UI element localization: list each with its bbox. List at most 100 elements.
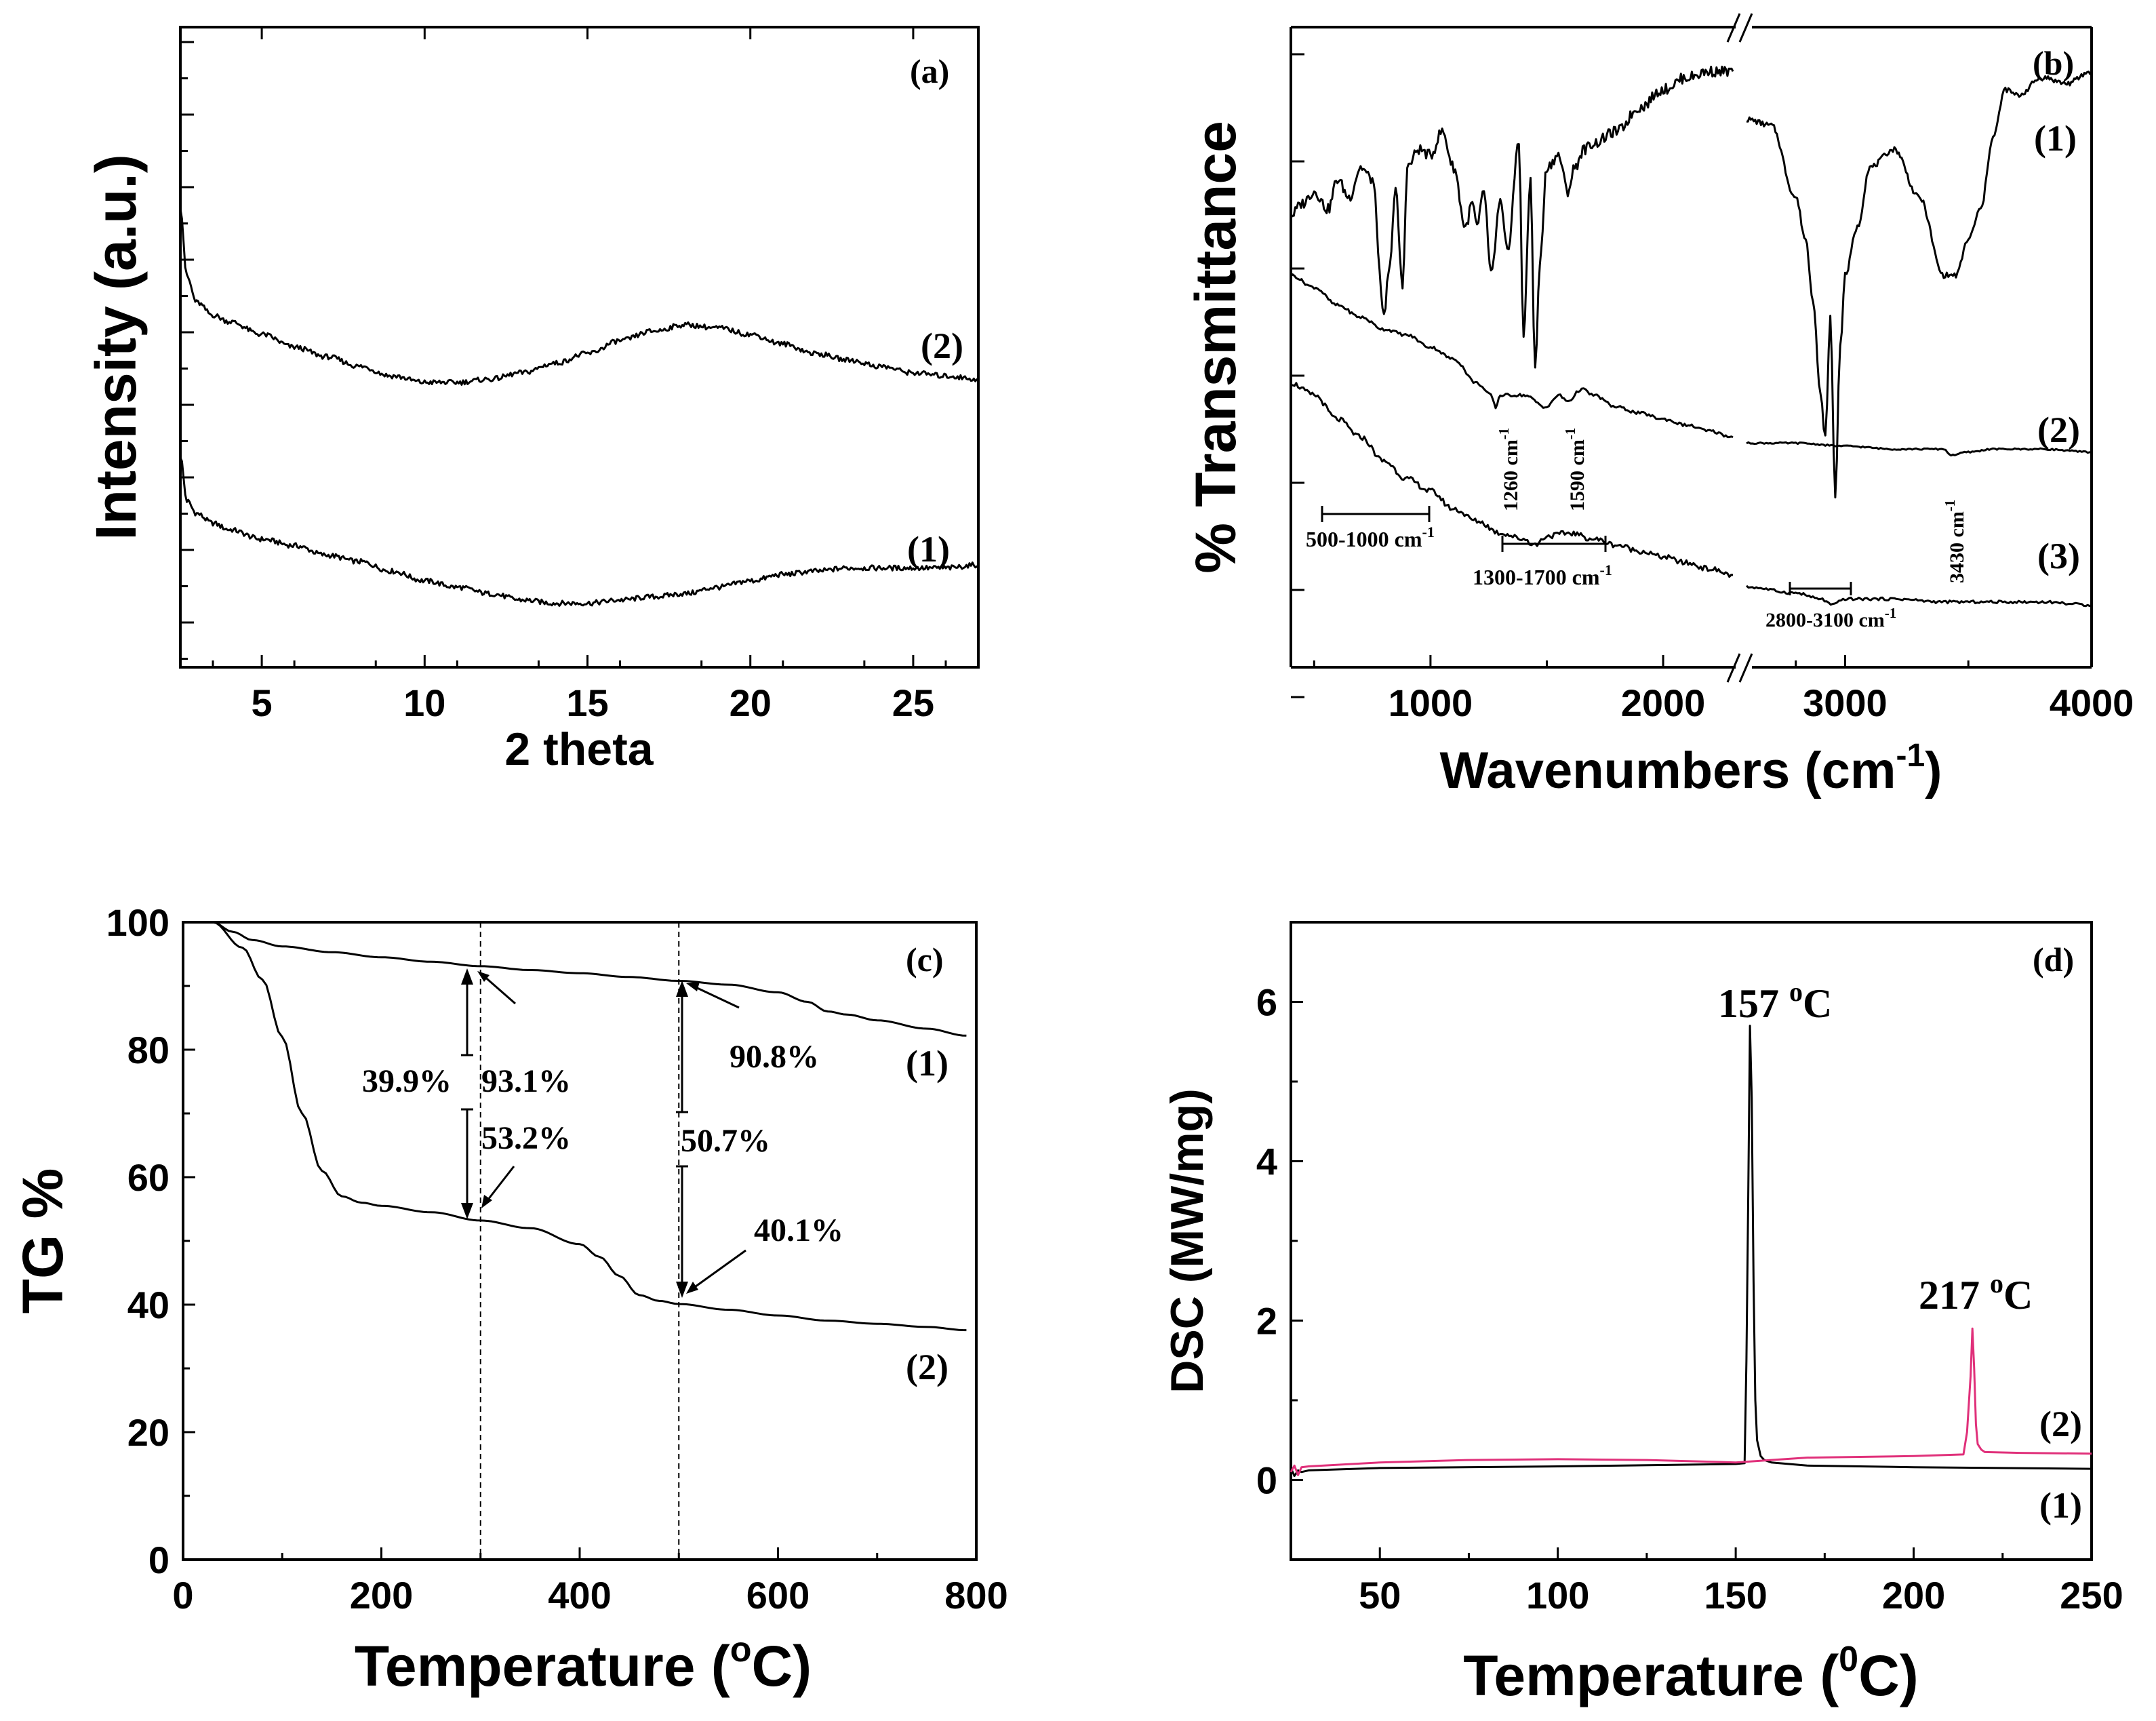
y-tick-label: 20	[127, 1411, 169, 1454]
panel-c-label: (c)	[906, 941, 944, 978]
panel-b-series-3-label: (3)	[2037, 536, 2080, 576]
annotation-1590: 1590 cm-1	[1562, 428, 1589, 511]
panel-b-x-ticks: 1000 2000 3000 4000	[1313, 655, 2134, 724]
panel-d-series-2-line	[1290, 1327, 2092, 1476]
arrow-head	[477, 971, 490, 982]
panel-a-series-2-line	[179, 208, 979, 386]
panel-c-series-2-line	[212, 921, 967, 1332]
annotation-text: 500-1000 cm	[1306, 527, 1422, 551]
y-tick-label: 80	[127, 1029, 169, 1071]
annotation-sup: o	[1789, 976, 1803, 1007]
annotation-text: 157	[1718, 981, 1789, 1026]
panel-c-x-ticks: 0 200 400 600 800	[172, 1547, 1008, 1617]
y-tick-label: 0	[1256, 1459, 1277, 1502]
panel-b-y-axis-title: % Transmittance	[1184, 121, 1247, 574]
annotation-sup: -1	[1885, 605, 1897, 621]
annotation-tail: C	[2003, 1273, 2033, 1318]
x-title-close: C)	[1858, 1644, 1919, 1707]
panel-d-x-axis-title: Temperature (0C)	[1463, 1640, 1918, 1707]
panel-c-series-1-label: (1)	[906, 1043, 949, 1084]
x-tick-label: 25	[892, 681, 934, 724]
panel-c-tg: 0 200 400 600 800 0 20 40 60 80 100 (c) (1) (2)	[11, 901, 1008, 1698]
annotation-sup: -1	[1942, 500, 1958, 512]
panel-d-series-1-label: (1)	[2039, 1485, 2082, 1526]
pointer-40	[692, 1249, 746, 1290]
x-tick-label: 10	[403, 681, 445, 724]
x-tick-label: 3000	[1803, 681, 1888, 724]
y-tick-label: 0	[148, 1539, 169, 1581]
panel-a-y-ticks	[180, 41, 194, 660]
annotation-text: 2800-3100 cm	[1765, 609, 1885, 631]
annotation-sup: -1	[1422, 523, 1435, 540]
panel-c-y-axis-title: TG %	[11, 1168, 75, 1314]
annotation-text: 1260 cm	[1500, 439, 1522, 511]
x-tick-label: 100	[1526, 1574, 1589, 1617]
panel-b-curves	[1290, 65, 2093, 608]
x-tick-label: 150	[1704, 1574, 1767, 1617]
panel-d-y-axis-title: DSC (MW/mg)	[1161, 1088, 1213, 1393]
annotation-40-1: 40.1%	[754, 1212, 843, 1248]
x-tick-label: 50	[1359, 1574, 1401, 1617]
y-tick-label: 2	[1256, 1300, 1277, 1343]
x-title-close: C)	[752, 1634, 812, 1698]
annotation-text: 3430 cm	[1946, 511, 1968, 583]
arrow-head	[686, 982, 700, 991]
panel-b-break-mark	[1726, 653, 1741, 683]
annotation-50-7: 50.7%	[681, 1123, 770, 1159]
annotation-1300-1700: 1300-1700 cm-1	[1473, 561, 1612, 589]
panel-a-label: (a)	[910, 52, 949, 90]
panel-b-range-2800-3100: 2800-3100 cm-1	[1765, 582, 1896, 631]
x-title-sup: 0	[1839, 1640, 1858, 1679]
x-title-main: Temperature (	[355, 1634, 730, 1698]
panel-b-ftir: 1000 2000 3000 4000 (b) (1) (2) (3) 500-100…	[1184, 13, 2134, 799]
y-tick-label: 40	[127, 1284, 169, 1326]
annotation-text: 1590 cm	[1566, 439, 1589, 511]
panel-b-label: (b)	[2033, 44, 2074, 82]
panel-a-y-axis-title: Intensity (a.u.)	[84, 154, 148, 540]
annotation-500-1000: 500-1000 cm-1	[1306, 523, 1435, 551]
panel-c-arrows	[461, 968, 746, 1298]
panel-a-xrd: 5 10 15 20 25 (a) (2) (1) 2 theta Intensity …	[84, 26, 980, 775]
panel-b-series-1-label: (1)	[2034, 118, 2077, 159]
x-tick-label: 2000	[1621, 681, 1706, 724]
panel-d-curves	[1290, 1025, 2092, 1478]
panel-d-x-ticks: 50 100 150 200 250	[1359, 1547, 2123, 1617]
annotation-1260: 1260 cm-1	[1496, 428, 1522, 511]
panel-b-break-mark	[1738, 653, 1753, 683]
pointer-90	[692, 985, 740, 1009]
y-tick-label: 6	[1256, 981, 1277, 1024]
x-tick-label: 800	[944, 1574, 1007, 1617]
x-title-sup: -1	[1896, 738, 1925, 774]
annotation-text: 1300-1700 cm	[1473, 565, 1600, 589]
panel-b-series-2-line-right	[1746, 441, 2092, 457]
annotation-sup: o	[1990, 1268, 2003, 1299]
panel-c-x-axis-title: Temperature (oC)	[355, 1630, 812, 1698]
y-tick-label: 60	[127, 1156, 169, 1199]
arrow-head	[461, 968, 473, 985]
panel-b-y-ticks	[1291, 53, 1304, 698]
arrow-head	[461, 1203, 473, 1219]
x-tick-label: 0	[172, 1574, 193, 1617]
panel-c-reference-lines	[479, 922, 680, 1560]
x-tick-label: 400	[548, 1574, 611, 1617]
panel-a-x-axis-title: 2 theta	[504, 724, 654, 775]
annotation-93-1: 93.1%	[481, 1063, 571, 1099]
x-title-close: )	[1925, 742, 1942, 799]
panel-d-label: (d)	[2033, 941, 2074, 978]
panel-c-series-2-label: (2)	[906, 1347, 949, 1387]
panel-b-series-3-line	[1290, 382, 1734, 578]
annotation-3430: 3430 cm-1	[1942, 500, 1968, 583]
pointer-53	[484, 1166, 515, 1204]
panel-a-x-ticks: 5 10 15 20 25	[212, 27, 947, 724]
annotation-tail: C	[1803, 981, 1832, 1026]
annotation-53-2: 53.2%	[481, 1120, 571, 1156]
x-tick-label: 20	[730, 681, 772, 724]
panel-b-range-500-1000: 500-1000 cm-1	[1306, 506, 1435, 551]
x-tick-label: 600	[746, 1574, 810, 1617]
annotation-157C: 157 oC	[1718, 976, 1832, 1026]
arrow-head	[676, 1282, 688, 1298]
panel-b-series-1-line	[1290, 65, 1734, 369]
x-tick-label: 200	[350, 1574, 413, 1617]
panel-c-curves	[212, 921, 967, 1332]
